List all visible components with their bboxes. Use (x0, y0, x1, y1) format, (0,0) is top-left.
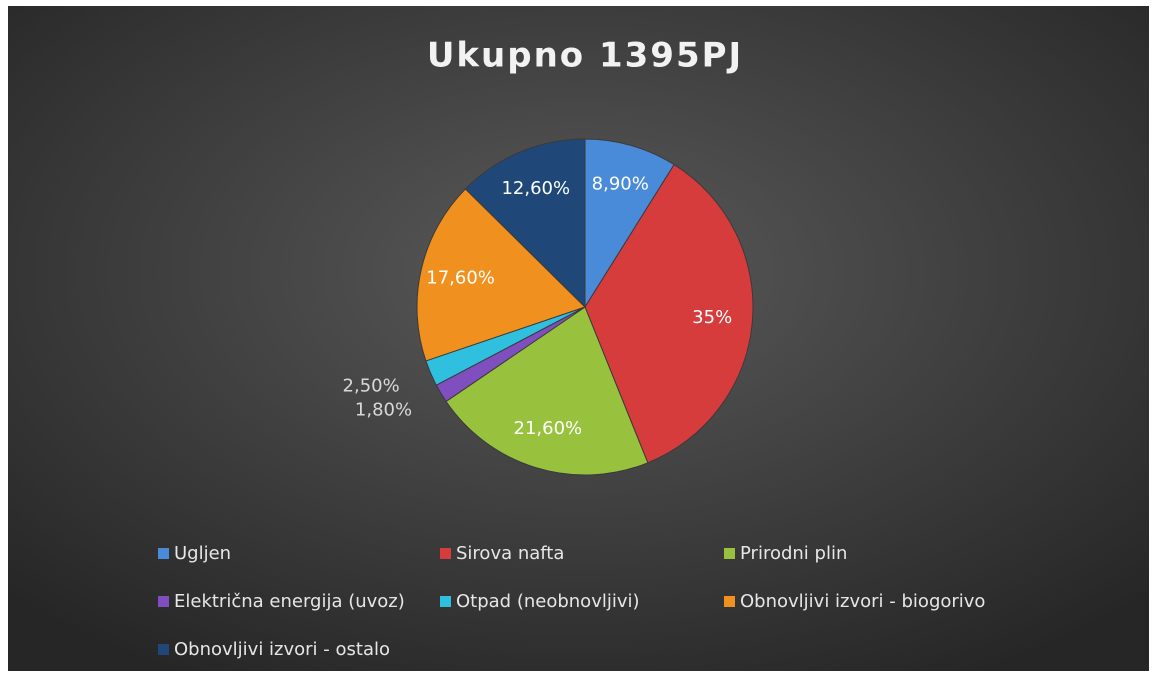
legend-label: Otpad (neobnovljivi) (456, 591, 640, 612)
pie-slice (464, 138, 586, 309)
data-label: 2,50% (343, 375, 400, 396)
pie-slice (416, 188, 586, 362)
legend-label: Obnovljivi izvori - ostalo (174, 639, 390, 660)
pie-slice (445, 306, 649, 476)
legend-marker (724, 548, 735, 559)
data-label: 21,60% (514, 418, 583, 439)
legend-marker (724, 596, 735, 607)
legend-marker (440, 548, 451, 559)
data-label: 8,90% (592, 173, 649, 194)
legend-marker (158, 596, 169, 607)
data-label: 35% (692, 307, 732, 328)
legend-marker (158, 644, 169, 655)
legend-label: Sirova nafta (456, 543, 564, 564)
data-label: 1,80% (355, 400, 412, 421)
data-label: 12,60% (501, 178, 570, 199)
legend-label: Ugljen (174, 543, 231, 564)
legend-marker (440, 596, 451, 607)
legend-label: Obnovljivi izvori - biogorivo (740, 591, 985, 612)
legend-label: Električna energija (uvoz) (174, 591, 405, 612)
data-label: 17,60% (426, 267, 495, 288)
legend-marker (158, 548, 169, 559)
legend-label: Prirodni plin (740, 543, 847, 564)
chart-title: Ukupno 1395PJ (427, 36, 743, 76)
pie-slice (584, 138, 675, 309)
pie-slice (584, 163, 754, 464)
